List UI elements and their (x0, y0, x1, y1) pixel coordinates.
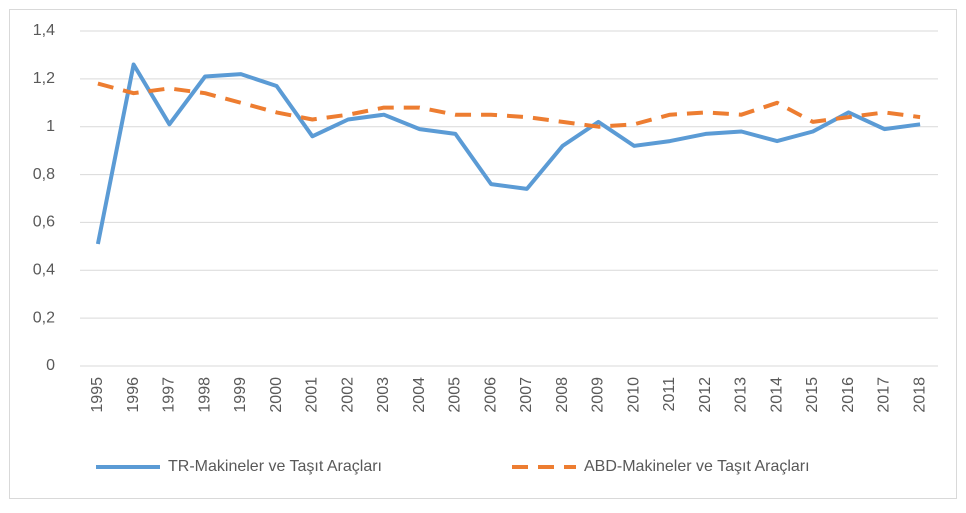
x-tick-label: 2012 (697, 377, 714, 413)
y-tick-label: 0 (46, 357, 55, 374)
x-tick-label: 2017 (876, 377, 893, 413)
y-tick-label: 1,4 (33, 22, 55, 39)
x-tick-label: 2016 (840, 377, 857, 413)
legend-label: TR-Makineler ve Taşıt Araçları (168, 458, 382, 475)
x-tick-label: 2013 (733, 377, 750, 413)
legend-label: ABD-Makineler ve Taşıt Araçları (584, 458, 810, 475)
x-tick-label: 1998 (196, 377, 213, 413)
x-tick-label: 2006 (482, 377, 499, 413)
x-tick-label: 1996 (125, 377, 142, 413)
x-tick-label: 2003 (375, 377, 392, 413)
x-tick-label: 2014 (768, 377, 785, 413)
x-tick-label: 2009 (590, 377, 607, 413)
x-tick-label: 2008 (554, 377, 571, 413)
y-tick-label: 0,4 (33, 262, 55, 279)
x-tick-label: 2005 (447, 377, 464, 413)
x-tick-label: 2007 (518, 377, 535, 413)
series-line (97, 81, 921, 129)
x-tick-label: 1997 (161, 377, 178, 413)
chart-frame (9, 9, 957, 499)
x-tick-label: 1995 (89, 377, 106, 413)
x-tick-label: 2018 (911, 377, 928, 413)
x-tick-label: 2000 (268, 377, 285, 413)
x-tick-label: 2011 (661, 377, 678, 412)
y-tick-label: 1,2 (33, 70, 55, 87)
series-line (95, 62, 921, 245)
x-tick-label: 2002 (339, 377, 356, 413)
x-tick-label: 2015 (804, 377, 821, 413)
y-tick-label: 0,6 (33, 214, 55, 231)
y-tick-label: 1 (46, 118, 55, 135)
y-tick-label: 0,8 (33, 166, 55, 183)
x-tick-label: 2010 (625, 377, 642, 413)
x-tick-label: 2004 (411, 377, 428, 413)
y-tick-label: 0,2 (33, 309, 55, 326)
x-tick-label: 1999 (232, 377, 249, 413)
x-tick-label: 2001 (304, 377, 321, 413)
